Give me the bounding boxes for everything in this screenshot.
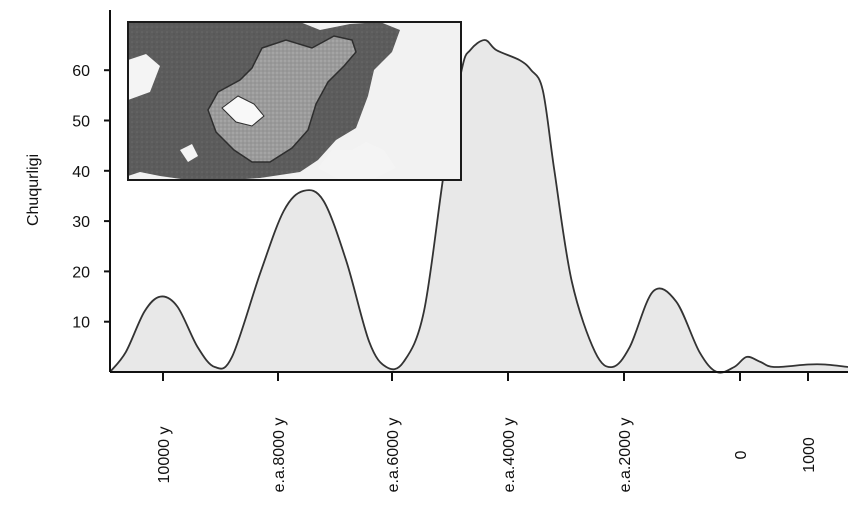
white-land-bottom xyxy=(318,142,396,180)
white-land-spot xyxy=(180,144,198,162)
y-tick-label: 40 xyxy=(72,164,90,181)
x-tick-label: e.a.8000 y xyxy=(271,418,288,493)
x-tick-label: 10000 y xyxy=(156,427,173,484)
white-land-left xyxy=(128,54,160,100)
lake-map-inset xyxy=(127,21,462,181)
y-tick-label: 20 xyxy=(72,264,90,281)
y-ticks: 10 20 30 40 50 60 xyxy=(72,63,110,332)
lake-island xyxy=(221,95,265,127)
x-tick-label: e.a.4000 y xyxy=(501,418,518,493)
lake-shape xyxy=(207,35,357,163)
y-tick-label: 50 xyxy=(72,114,90,131)
y-axis-title: Chuqurligi xyxy=(25,154,42,226)
x-tick-label: e.a.6000 y xyxy=(385,418,402,493)
y-tick-label: 10 xyxy=(72,315,90,332)
y-tick-label: 30 xyxy=(72,214,90,231)
x-tick-label: 1000 xyxy=(801,437,818,473)
x-ticks: 10000 y e.a.8000 y e.a.6000 y e.a.4000 y e.a… xyxy=(156,372,818,492)
x-tick-label: e.a.2000 y xyxy=(617,418,634,493)
inset-frame xyxy=(127,21,462,181)
y-tick-label: 60 xyxy=(72,63,90,80)
x-tick-label: 0 xyxy=(733,450,750,459)
